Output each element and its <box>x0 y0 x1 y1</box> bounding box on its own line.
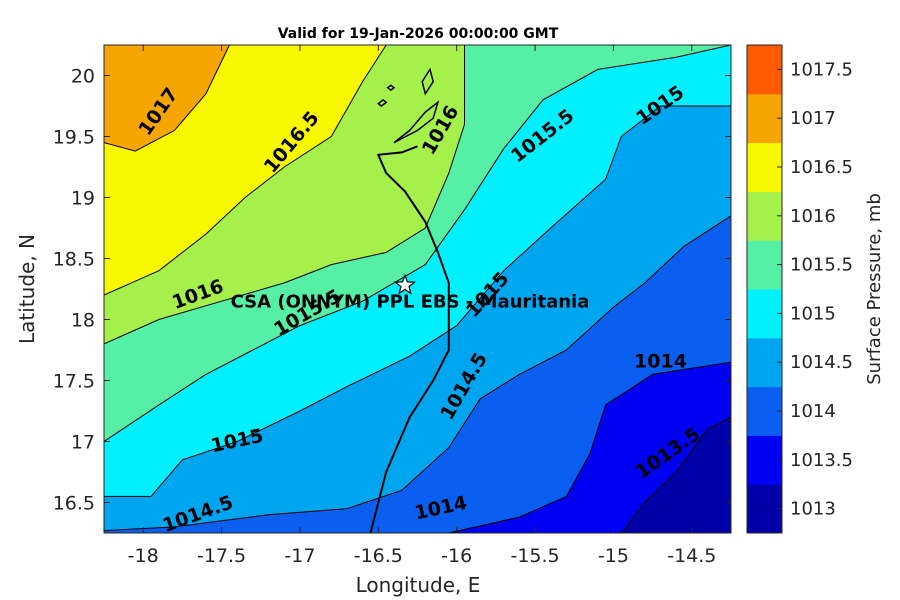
x-tick-label: -14.5 <box>667 545 716 567</box>
x-tick-label: -15 <box>598 545 629 567</box>
y-tick-label: 20 <box>71 66 95 88</box>
colorbar-label: Surface Pressure, mb <box>864 193 885 385</box>
contour-fill-1017 <box>104 45 230 152</box>
y-axis-label: Latitude, N <box>15 234 39 344</box>
contour-line-1015 <box>104 105 731 497</box>
contour-line-1015-5 <box>104 45 731 442</box>
contour-line-1016-5 <box>104 45 387 296</box>
site-star-marker <box>393 273 417 295</box>
colorbar-tick-label: 1017.5 <box>790 59 853 80</box>
coastline-path <box>369 145 450 533</box>
contour-line-1014 <box>448 361 731 533</box>
colorbar-tick-label: 1015 <box>790 303 836 324</box>
colorbar-tick-label: 1016 <box>790 206 836 227</box>
contour-line-1014-5 <box>104 215 731 532</box>
site-label: CSA (ONNYM) PPL EBS - Mauritania <box>231 291 590 312</box>
colorbar-tick-label: 1014.5 <box>790 352 853 373</box>
colorbar-tick-label: 1015.5 <box>790 255 853 276</box>
colorbar-swatch <box>747 191 782 241</box>
x-axis-label: Longitude, E <box>356 573 481 597</box>
colorbar-swatch <box>747 289 782 339</box>
y-tick-label: 17 <box>71 432 95 454</box>
colorbar-swatch <box>747 386 782 436</box>
contour-fills <box>104 45 731 533</box>
contour-label: 1014 <box>634 351 687 373</box>
colorbar-tick-label: 1016.5 <box>790 157 853 178</box>
contour-line-1017 <box>104 45 230 152</box>
y-tick-label: 19 <box>71 188 95 210</box>
x-tick-label: -17.5 <box>197 545 246 567</box>
colorbar-frame <box>746 44 783 534</box>
colorbar-swatch <box>747 484 782 534</box>
plot-frame <box>103 44 732 534</box>
x-axis: -18 -17.5 -17 -16.5 -16 -15.5 -15 -14.5 <box>128 45 716 567</box>
x-tick-label: -17 <box>284 545 315 567</box>
y-tick-label: 17.5 <box>53 371 95 393</box>
x-tick-label: -16 <box>441 545 472 567</box>
colorbar-swatch <box>747 240 782 290</box>
y-axis: 16.5 17 17.5 18 18.5 19 19.5 20 <box>53 66 731 515</box>
island-1 <box>421 67 435 96</box>
y-tick-label: 16.5 <box>53 493 95 515</box>
contour-lines <box>104 45 731 533</box>
y-tick-label: 18 <box>71 310 95 332</box>
chart-title: Valid for 19-Jan-2026 00:00:00 GMT <box>278 26 559 42</box>
island-0 <box>393 100 440 144</box>
colorbar-swatch <box>747 142 782 192</box>
site-group: CSA (ONNYM) PPL EBS - Mauritania <box>231 273 590 312</box>
colorbar-tick-label: 1013.5 <box>790 450 853 471</box>
colorbar-swatch <box>747 45 782 95</box>
colorbar-tick-label: 1013 <box>790 499 836 520</box>
colorbar-swatch <box>747 93 782 144</box>
x-tick-label: -15.5 <box>510 545 559 567</box>
island-3 <box>377 98 388 107</box>
colorbar-swatch <box>747 337 782 388</box>
contour-line-1013-5 <box>620 416 731 533</box>
colorbar-tick-label: 1014 <box>790 401 836 422</box>
x-tick-label: -18 <box>128 545 159 567</box>
colorbar: 1013 1013.5 1014 1014.5 1015 1015.5 1016 1016.5… <box>746 44 853 534</box>
colorbar-swatch <box>747 435 782 485</box>
coastline <box>369 67 450 533</box>
y-tick-label: 19.5 <box>53 127 95 149</box>
x-tick-label: -16.5 <box>354 545 403 567</box>
y-tick-label: 18.5 <box>53 249 95 271</box>
contour-line-1016 <box>104 45 465 345</box>
island-2 <box>386 84 396 92</box>
colorbar-tick-label: 1017 <box>790 108 836 129</box>
